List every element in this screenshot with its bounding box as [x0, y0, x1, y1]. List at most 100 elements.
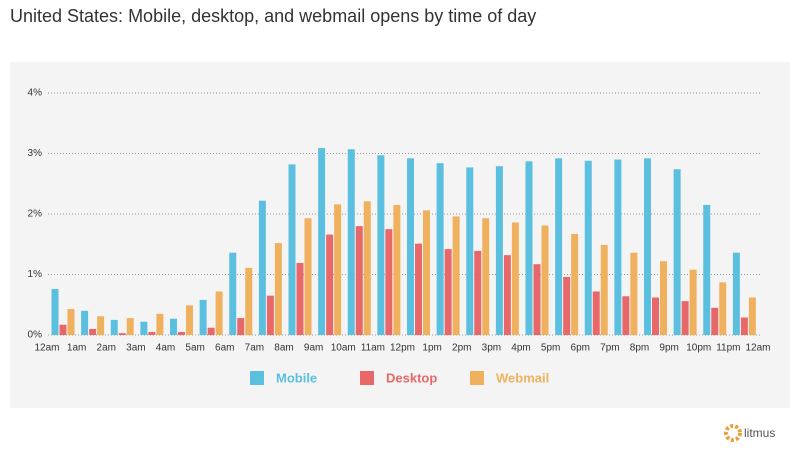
bar	[67, 308, 75, 335]
legend-label: Webmail	[496, 370, 549, 385]
legend-swatch	[470, 371, 484, 385]
x-tick-label: 10pm	[686, 343, 711, 354]
bar	[170, 318, 177, 335]
x-tick-label: 10am	[331, 343, 356, 354]
bar	[407, 158, 414, 335]
bar	[156, 313, 164, 335]
bar	[118, 333, 126, 335]
bar	[703, 204, 711, 335]
x-tick-label: 3am	[126, 343, 145, 354]
x-tick-label: 11pm	[716, 343, 740, 354]
bar	[288, 164, 296, 335]
bar	[571, 233, 579, 335]
bar	[436, 163, 444, 335]
x-tick-label: 3pm	[482, 343, 501, 354]
bar	[207, 327, 215, 335]
x-tick-label: 7am	[245, 343, 264, 354]
bar	[711, 307, 719, 335]
x-tick-label: 6am	[215, 343, 234, 354]
x-tick-label: 9pm	[659, 343, 678, 354]
y-tick-label: 3%	[28, 148, 43, 159]
bar	[689, 269, 697, 335]
bar	[555, 158, 563, 335]
bar	[452, 216, 460, 335]
legend-swatch	[360, 371, 374, 385]
bar	[652, 297, 659, 335]
bar	[584, 160, 592, 335]
bar	[178, 331, 185, 335]
x-tick-label: 11am	[361, 343, 385, 354]
bar	[482, 218, 490, 335]
bar	[511, 222, 519, 335]
bar	[732, 252, 740, 335]
bar	[296, 263, 304, 335]
bar	[673, 169, 681, 335]
x-tick-label: 8pm	[630, 343, 649, 354]
bar	[363, 201, 371, 335]
bar	[495, 166, 503, 335]
bar	[622, 296, 630, 335]
x-tick-label: 12am	[745, 343, 770, 354]
bar	[110, 319, 118, 335]
y-tick-label: 4%	[28, 88, 43, 99]
x-tick-label: 5pm	[541, 343, 560, 354]
bar	[51, 289, 59, 335]
bar	[148, 331, 156, 335]
bar	[533, 264, 541, 335]
bar	[740, 317, 748, 335]
x-tick-label: 7pm	[600, 343, 619, 354]
x-tick-label: 4pm	[511, 343, 530, 354]
x-tick-label: 1pm	[422, 343, 441, 354]
bar	[630, 252, 638, 335]
y-tick-label: 1%	[28, 269, 43, 280]
chart-title: United States: Mobile, desktop, and webm…	[10, 6, 536, 26]
bar	[334, 204, 342, 335]
x-tick-label: 5am	[185, 343, 204, 354]
bar	[274, 243, 282, 335]
bar	[600, 244, 608, 335]
x-tick-label: 12am	[34, 343, 59, 354]
bar	[81, 310, 89, 335]
legend-label: Desktop	[386, 370, 437, 385]
bar	[140, 321, 148, 335]
bar	[355, 226, 363, 335]
bar	[97, 316, 105, 335]
bar	[415, 243, 422, 335]
bar	[644, 158, 651, 335]
bar	[229, 252, 237, 335]
bar	[199, 299, 207, 335]
x-tick-label: 2am	[97, 343, 116, 354]
bar	[525, 161, 533, 335]
bar	[318, 148, 326, 335]
bar	[474, 250, 482, 335]
bar	[393, 204, 401, 335]
bar	[215, 291, 223, 335]
bar	[266, 295, 274, 335]
x-tick-label: 1am	[67, 343, 86, 354]
x-tick-label: 2pm	[452, 343, 471, 354]
bar	[614, 159, 622, 335]
legend-swatch	[250, 371, 264, 385]
bar	[466, 167, 474, 335]
bar	[503, 255, 511, 335]
bar	[326, 234, 334, 335]
x-tick-label: 6pm	[571, 343, 590, 354]
bar	[347, 149, 355, 335]
y-tick-label: 2%	[28, 209, 43, 220]
brand: litmus	[744, 426, 775, 440]
bar	[89, 328, 97, 335]
brand-logo	[724, 424, 742, 442]
bar	[592, 291, 600, 335]
bar	[377, 155, 385, 335]
bar	[423, 210, 430, 335]
bar	[748, 297, 756, 335]
x-tick-label: 12pm	[390, 343, 415, 354]
bar	[237, 318, 245, 335]
x-tick-label: 9am	[304, 343, 323, 354]
bar	[681, 301, 689, 335]
bar	[258, 200, 266, 335]
bar	[563, 276, 571, 335]
bar	[719, 282, 727, 335]
bar	[444, 249, 452, 335]
x-tick-label: 8am	[274, 343, 293, 354]
